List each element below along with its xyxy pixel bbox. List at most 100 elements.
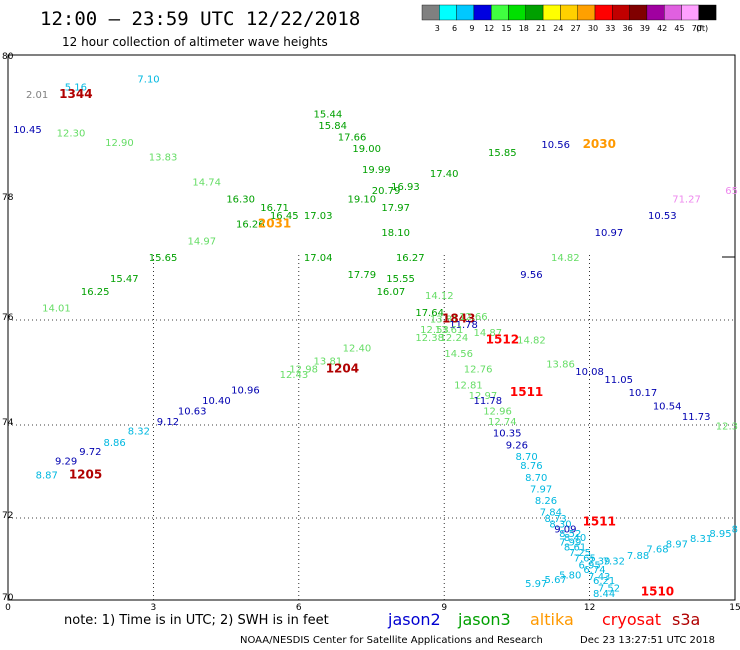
legend-label: 21	[536, 24, 546, 33]
wave-height-label: 19.10	[347, 194, 376, 205]
wave-height-label: 20.79	[372, 186, 401, 197]
pass-time-label: 1511	[510, 385, 543, 399]
legend-unit: (ft)	[696, 24, 708, 33]
legend-label: 15	[501, 24, 511, 33]
legend-swatch	[698, 4, 717, 21]
wave-height-label: 7.88	[627, 551, 649, 562]
wave-height-label: 12.53	[420, 325, 449, 336]
wave-height-label: 7.32	[603, 556, 625, 567]
legend-label: 30	[588, 24, 598, 33]
wave-height-label: 17.40	[430, 169, 459, 180]
wave-height-label: 6.95	[578, 561, 600, 572]
y-tick-label: 74	[2, 418, 14, 428]
wave-height-label: 7.52	[598, 583, 620, 594]
x-tick-label: 6	[296, 603, 302, 613]
wave-height-label: 5.67	[545, 575, 567, 586]
legend-label: 3	[435, 24, 440, 33]
wave-height-label: 19.00	[352, 144, 381, 155]
wave-height-label: 10.96	[231, 386, 260, 397]
wave-height-label: 10.45	[13, 125, 42, 136]
satellite-name-jason3: jason3	[457, 610, 511, 629]
wave-height-label: 17.79	[347, 270, 376, 281]
wave-height-label: 8.30	[549, 519, 571, 530]
wave-height-label: 11.78	[473, 396, 502, 407]
y-tick-label: 70	[2, 593, 14, 603]
legend-swatch	[491, 4, 509, 21]
wave-height-label: 10.56	[541, 140, 570, 151]
legend-swatch	[612, 4, 630, 21]
wave-height-label: 16.45	[270, 211, 299, 222]
legend-swatch	[594, 4, 613, 21]
legend-swatch	[456, 4, 475, 21]
wave-height-label: 14.56	[444, 349, 473, 360]
wave-height-label: 10.54	[653, 401, 682, 412]
pass-time-label: 1204	[326, 362, 359, 376]
wave-height-label: 71.27	[672, 194, 701, 205]
satellite-name-jason2: jason2	[387, 610, 441, 629]
wave-height-label: 8.52	[559, 529, 581, 540]
legend-swatch	[525, 4, 544, 21]
y-tick-label: 72	[2, 511, 13, 521]
legend-label: 6	[452, 24, 457, 33]
wave-height-label: 12.30	[57, 129, 86, 140]
wave-height-label: 14.82	[551, 253, 580, 264]
x-tick-label: 9	[441, 603, 447, 613]
wave-height-label: 11.05	[604, 375, 633, 386]
wave-height-label: 12.98	[289, 365, 318, 376]
wave-height-label: 12.3	[716, 422, 738, 433]
legend-swatch	[681, 4, 699, 21]
wave-height-label: 7.10	[137, 75, 159, 86]
grid-lines	[8, 255, 735, 600]
legend-swatch	[629, 4, 648, 21]
legend-swatch	[439, 4, 457, 21]
pass-time-label: 1511	[583, 514, 616, 528]
pass-time-label: 2030	[583, 137, 616, 151]
wave-height-label: 7.43	[588, 572, 610, 583]
wave-height-label: 8.32	[128, 426, 150, 437]
wave-height-label: 12.24	[440, 333, 469, 344]
footnote: note: 1) Time is in UTC; 2) SWH is in fe…	[64, 613, 329, 628]
wave-height-label: 12.74	[488, 417, 517, 428]
wave-height-label: 14.82	[517, 336, 546, 347]
wave-height-label: 16.93	[391, 182, 420, 193]
pass-time-label: 1512	[486, 333, 519, 347]
pass-time-label: 1510	[641, 585, 674, 599]
wave-height-label: 10.97	[595, 228, 624, 239]
wave-height-label: 8.76	[520, 461, 542, 472]
wave-height-label: 15.65	[149, 253, 178, 264]
chart-title: 12:00 – 23:59 UTC 12/22/2018	[40, 8, 360, 30]
color-legend: 3 6 9 12 15 18 21 24 27 30 33 36 39 42 45 70(ft)	[421, 4, 717, 33]
chart-subtitle: 12 hour collection of altimeter wave hei…	[62, 35, 328, 49]
wave-height-label: 12.43	[280, 370, 309, 381]
wave-height-label: 13.83	[149, 152, 178, 163]
x-tick-label: 3	[151, 603, 157, 613]
wave-height-label: 13.81	[314, 357, 343, 368]
legend-label: 12	[484, 24, 494, 33]
legend-label: 27	[571, 24, 581, 33]
wave-height-label: 16.27	[396, 253, 425, 264]
wave-height-label: 11.78	[449, 320, 478, 331]
legend-swatch	[473, 4, 492, 21]
satellite-legend: jason2 jason3 altika cryosat s3a	[387, 610, 700, 629]
wave-height-label: 13.86	[546, 359, 575, 370]
wave-height-label: 9.12	[157, 417, 179, 428]
wave-height-label: 8.40	[564, 533, 586, 544]
wave-height-label: 8.97	[666, 539, 688, 550]
legend-label: 9	[469, 24, 474, 33]
pass-time-label: 1344	[59, 87, 92, 101]
x-tick-labels: 0 3 6 9 12 15	[5, 603, 740, 613]
plot-frame	[7, 54, 736, 601]
wave-height-label: 12.90	[105, 138, 134, 149]
plot-area	[7, 54, 736, 601]
wave-height-label: 8.70	[525, 473, 547, 484]
wave-height-label: 15.85	[488, 148, 517, 159]
legend-label: 24	[553, 24, 563, 33]
wave-height-label: 9.09	[554, 525, 576, 536]
wave-height-label: 8.70	[515, 452, 537, 463]
legend-swatch	[542, 4, 561, 21]
wave-height-label: 8.73	[545, 514, 567, 525]
wave-height-label: 15.44	[314, 109, 343, 120]
wave-height-label: 8.95	[709, 529, 731, 540]
wave-height-label: 7.25	[569, 548, 591, 559]
